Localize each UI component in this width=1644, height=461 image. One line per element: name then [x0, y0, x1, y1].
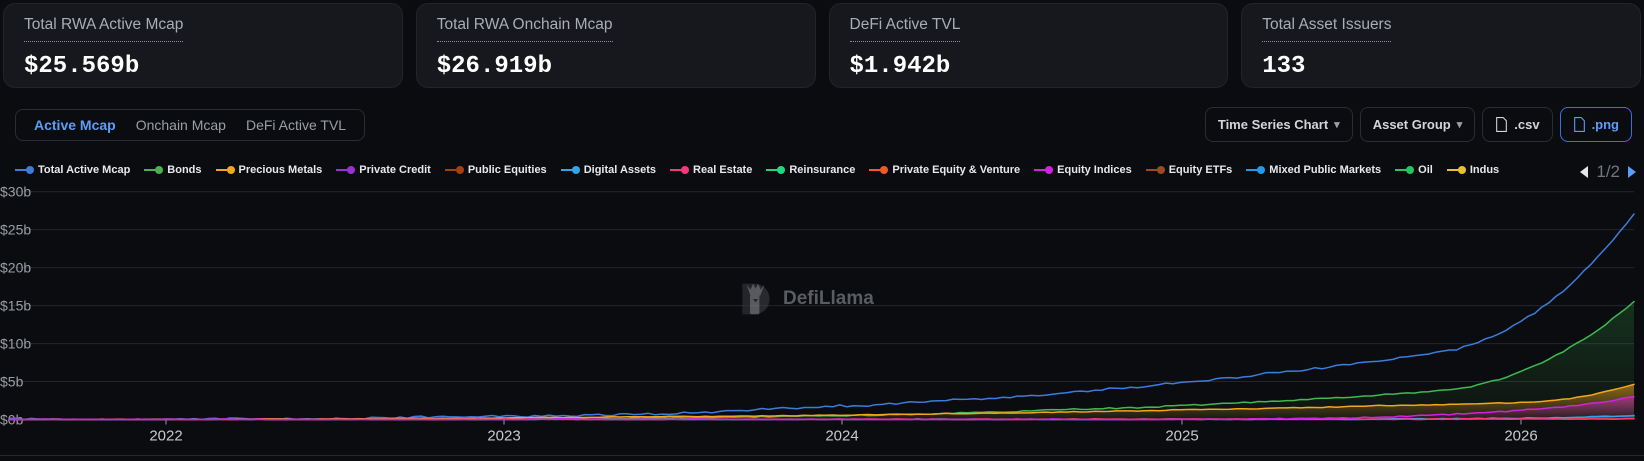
- svg-text:2024: 2024: [825, 428, 858, 445]
- svg-text:2025: 2025: [1165, 428, 1198, 445]
- svg-text:$20b: $20b: [0, 260, 31, 276]
- svg-text:$25b: $25b: [0, 222, 31, 238]
- svg-text:2026: 2026: [1504, 428, 1537, 445]
- svg-text:$15b: $15b: [0, 298, 31, 314]
- svg-text:$30b: $30b: [0, 184, 31, 200]
- svg-text:2023: 2023: [487, 428, 520, 445]
- svg-text:2022: 2022: [149, 428, 182, 445]
- svg-text:$10b: $10b: [0, 336, 31, 352]
- svg-text:$5b: $5b: [0, 374, 24, 390]
